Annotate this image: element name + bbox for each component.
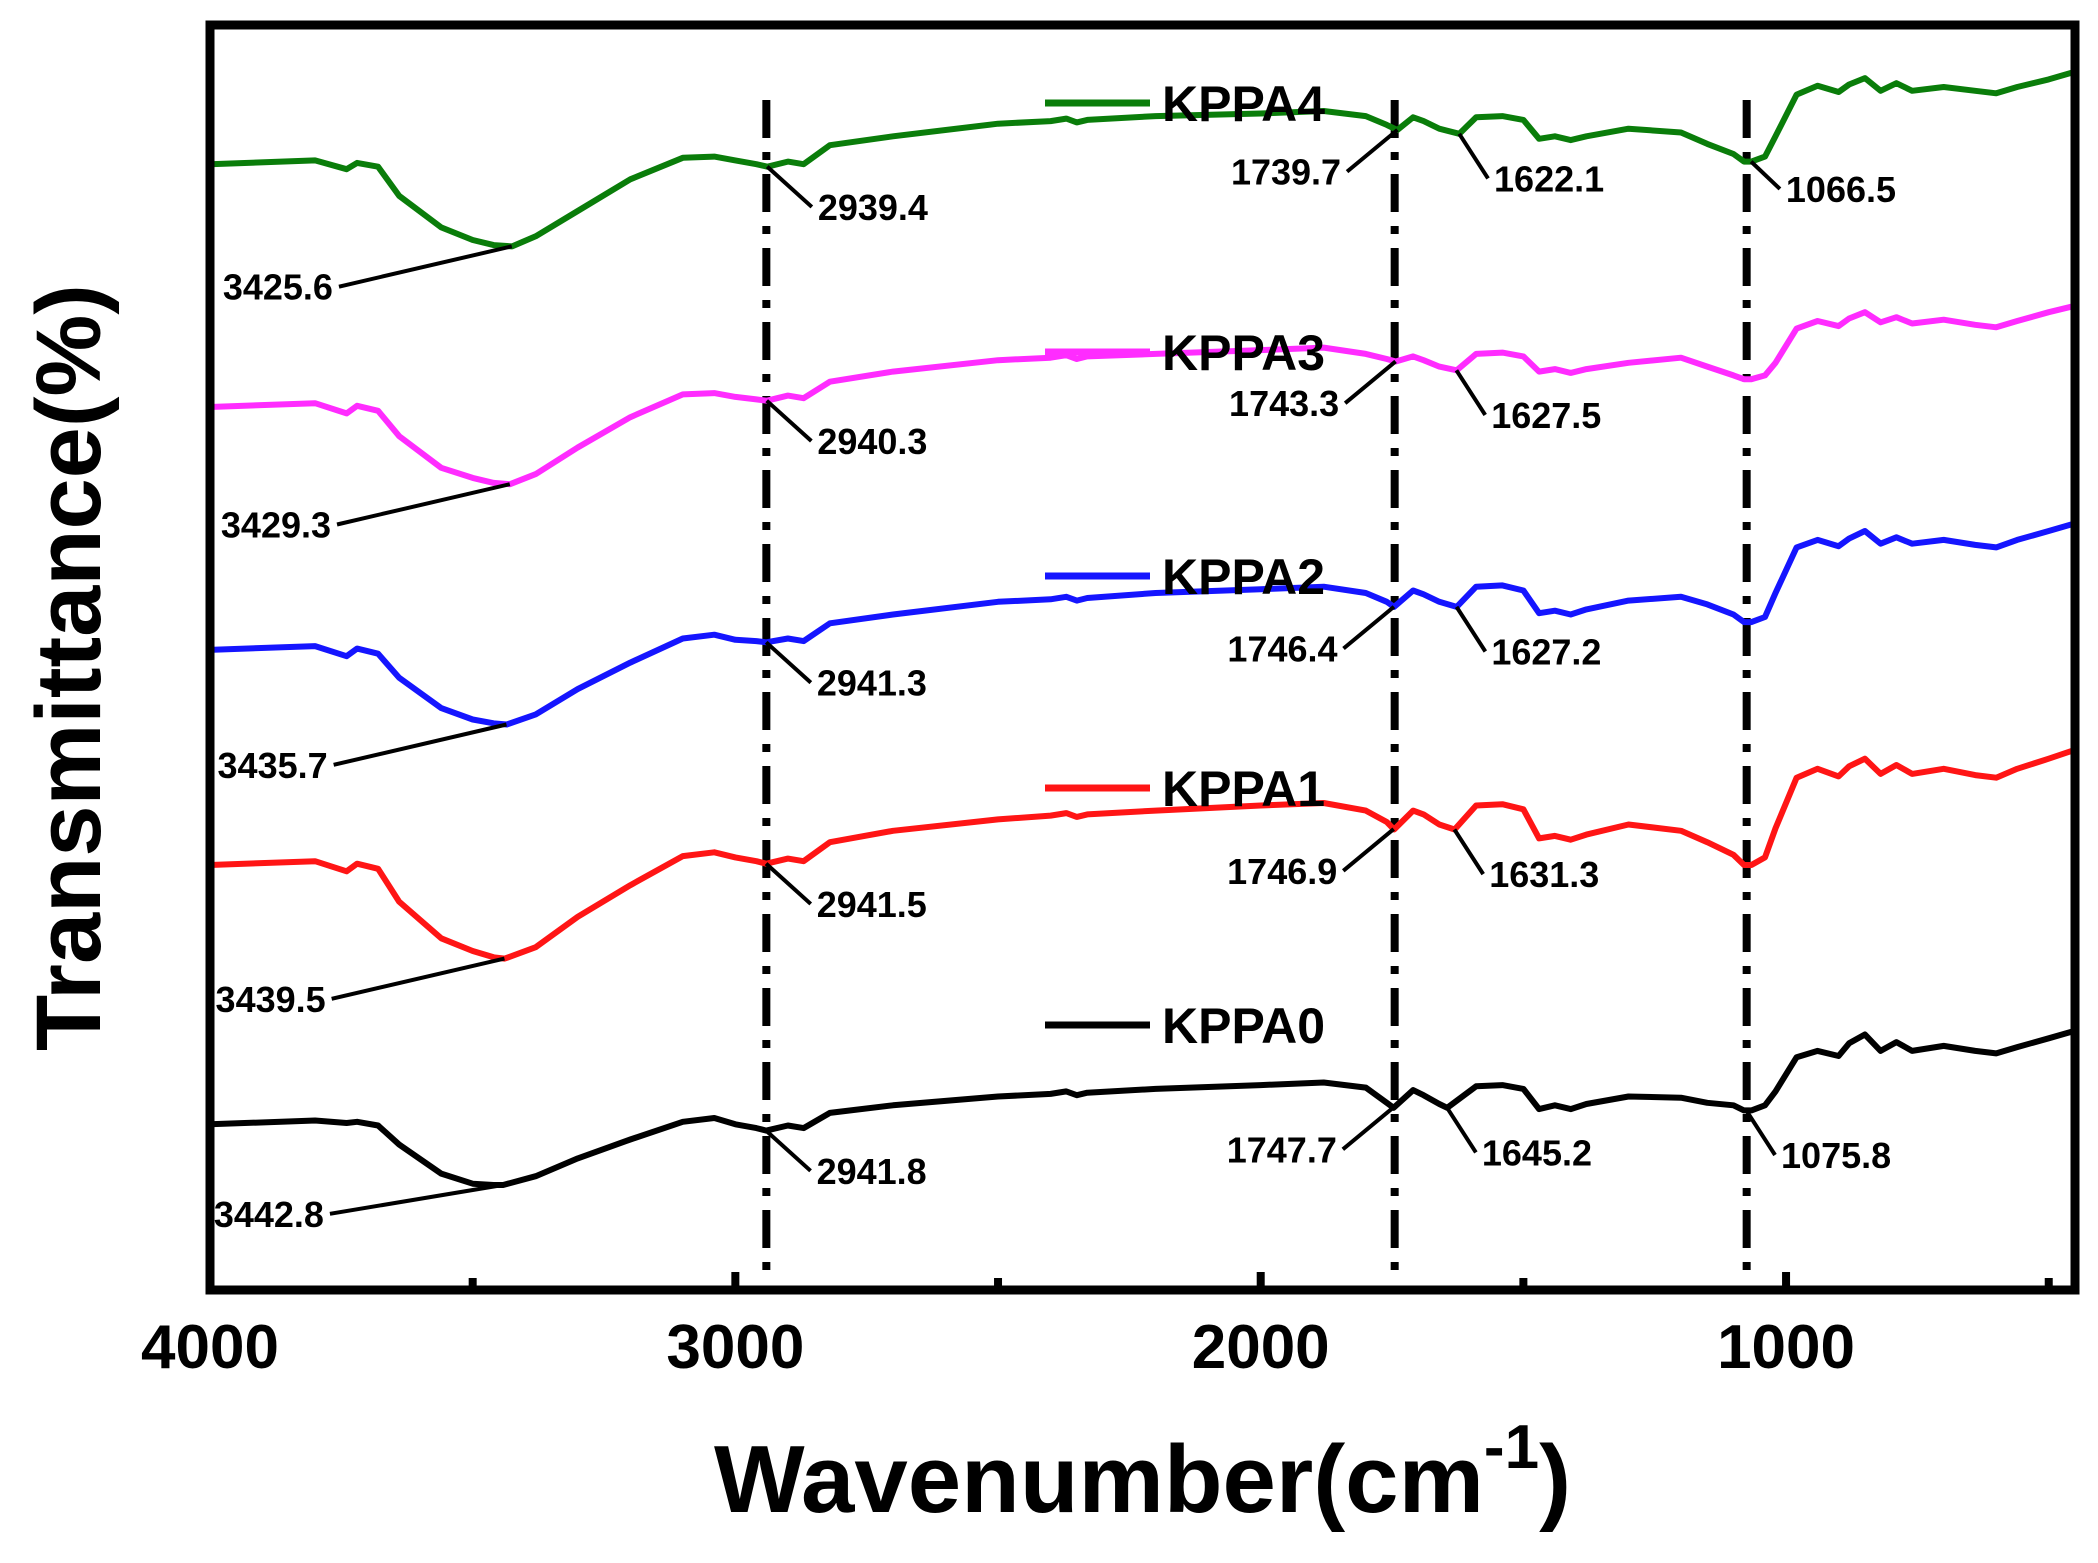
annotation-leader-5 [1749,160,1782,191]
annotation-label-8: 1743.3 [1229,383,1339,424]
annotation-label-13: 1627.2 [1491,632,1601,673]
series-line-kppa1 [207,746,2078,962]
annotation-leader-22 [1744,1109,1777,1157]
annotation-label-2: 2939.4 [818,187,928,228]
annotation-leader-15 [764,862,813,906]
legend-label-kppa0: KPPA0 [1162,998,1325,1054]
y-axis-title: Transmittance(%) [18,284,120,1051]
annotation-leader-10 [333,722,507,767]
x-axis-title-superscript: -1 [1484,1413,1539,1482]
annotation-label-16: 1746.9 [1227,851,1337,892]
annotation-leader-9 [1454,369,1487,417]
reference-lines [762,100,1751,1270]
annotation-leader-8 [1343,359,1397,405]
annotation-label-15: 2941.5 [817,884,927,925]
annotation-label-22: 1075.8 [1781,1135,1891,1176]
x-axis-title-main: Wavenumber(cm [714,1426,1484,1533]
x-axis-title: Wavenumber(cm-1) [714,1413,1571,1533]
annotation-leader-18 [329,1183,504,1216]
annotation-label-1: 3425.6 [223,267,333,308]
series-line-kppa4 [207,68,2078,250]
annotation-leader-4 [1457,132,1490,180]
plot-frame [205,20,2080,1295]
annotation-label-7: 2940.3 [817,421,927,462]
series-line-kppa0 [207,1027,2078,1188]
annotation-label-17: 1631.3 [1489,854,1599,895]
annotation-leader-7 [765,399,813,443]
legend-label-kppa1: KPPA1 [1162,761,1325,817]
annotation-leader-14 [331,956,505,1001]
annotation-leader-3 [1345,128,1399,174]
annotation-label-5: 1066.5 [1786,169,1896,210]
annotation-label-14: 3439.5 [216,979,326,1020]
annotation-label-10: 3435.7 [218,745,328,786]
x-tick-label-1000: 1000 [1717,1313,1855,1382]
annotation-leader-1 [338,244,513,289]
annotation-leader-20 [1341,1106,1395,1151]
legend-label-kppa2: KPPA2 [1162,549,1325,605]
annotation-label-4: 1622.1 [1494,158,1604,199]
annotation-leader-6 [336,482,511,527]
legend-label-kppa3: KPPA3 [1162,325,1325,381]
x-tick-label-2000: 2000 [1192,1313,1330,1382]
x-tick-label-3000: 3000 [666,1313,804,1382]
annotation-leader-12 [1342,605,1396,651]
annotation-label-6: 3429.3 [221,505,331,546]
series-line-kppa2 [207,520,2078,728]
annotation-label-21: 1645.2 [1482,1132,1592,1173]
x-axis-title-close: ) [1539,1426,1571,1533]
series-lines [207,68,2078,1188]
legend-label-kppa4: KPPA4 [1162,76,1325,132]
peak-annotations: 3425.6 2939.4 1739.7 1622.1 1066.5 3429.3 2940… [214,128,1896,1235]
annotation-leader-21 [1445,1106,1478,1154]
annotation-label-18: 3442.8 [214,1194,324,1235]
series-line-kppa3 [207,302,2078,488]
legend: KPPA4 KPPA3 KPPA2 KPPA1 KPPA0 [1045,76,1325,1054]
annotation-label-11: 2941.3 [817,663,927,704]
annotation-leader-11 [764,640,813,685]
annotation-label-19: 2941.8 [817,1151,927,1192]
annotation-leader-17 [1452,828,1485,876]
annotation-leader-2 [765,165,814,209]
annotation-leader-13 [1454,605,1488,653]
annotation-label-12: 1746.4 [1227,629,1337,670]
annotation-label-3: 1739.7 [1231,152,1341,193]
annotation-leader-16 [1341,827,1395,873]
x-axis-ticks: 4000 3000 2000 1000 [141,1272,2053,1382]
annotation-label-20: 1747.7 [1227,1129,1337,1170]
x-tick-label-4000: 4000 [141,1313,279,1382]
annotation-leader-19 [764,1129,812,1173]
annotation-label-9: 1627.5 [1491,395,1601,436]
